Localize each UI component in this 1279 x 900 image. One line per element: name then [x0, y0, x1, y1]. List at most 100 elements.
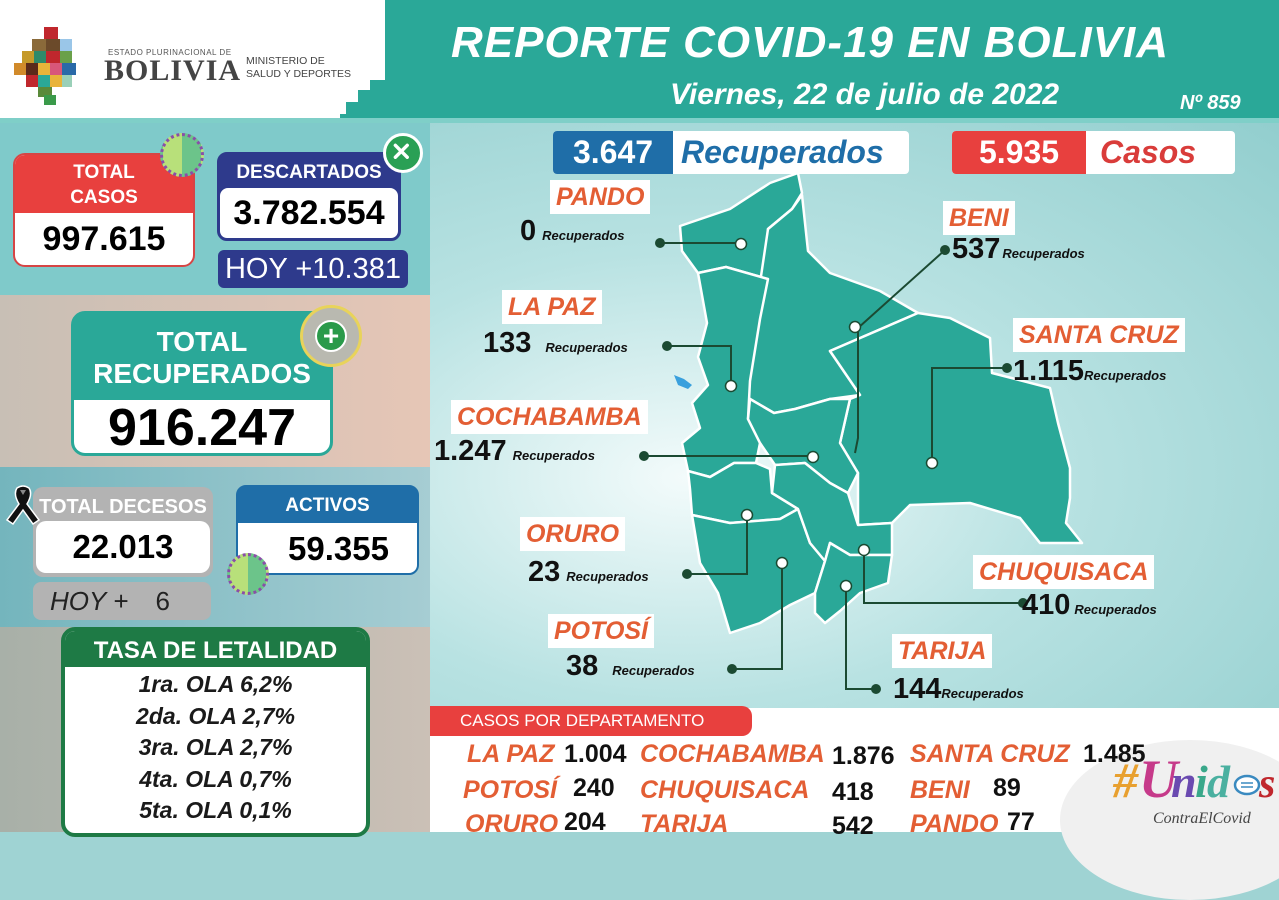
report-number: Nº 859	[1180, 92, 1241, 114]
cpd-value-santa-cruz: 1.485	[1083, 740, 1146, 768]
cpd-value-oruro: 204	[564, 808, 606, 836]
santa-cruz-marker	[925, 456, 939, 470]
map-label-beni: BENI	[943, 201, 1015, 235]
map-value-oruro: 23 Recuperados	[528, 556, 649, 589]
recuperados-suffix: Recuperados	[542, 228, 625, 243]
pando-recuperados-value: 0	[520, 215, 537, 247]
svg-text:n: n	[1171, 756, 1197, 807]
daily-recuperados-value: 3.647	[553, 131, 673, 174]
total-recuperados-label-2: RECUPERADOS	[93, 358, 311, 389]
tasa-letalidad-card: TASA DE LETALIDAD 1ra. OLA 6,2% 2da. OLA…	[61, 627, 370, 837]
daily-casos-value: 5.935	[952, 131, 1086, 174]
tasa-row: 4ta. OLA 0,7%	[139, 765, 292, 792]
total-casos-card: TOTAL CASOS 997.615	[13, 153, 195, 267]
oruro-recuperados-value: 23	[528, 556, 561, 588]
cochabamba-recuperados-value: 1.247	[434, 435, 507, 467]
chuquisaca-pointer-dot	[1018, 598, 1028, 608]
total-recuperados-value: 916.247	[74, 400, 330, 453]
cpd-value-tarija: 542	[832, 812, 874, 840]
cpd-name-la-paz: LA PAZ	[467, 740, 555, 768]
beni-marker	[848, 320, 862, 334]
map-label-tarija: TARIJA	[892, 634, 993, 668]
svg-text:U: U	[1139, 749, 1181, 809]
total-casos-label-1: TOTAL	[73, 162, 135, 183]
page-title: REPORTE COVID-19 EN BOLIVIA	[450, 18, 1170, 67]
daily-recuperados-badge: 3.647 Recuperados	[553, 131, 909, 174]
daily-casos-badge: 5.935 Casos	[952, 131, 1235, 174]
map-label-santa-cruz: SANTA CRUZ	[1013, 318, 1185, 352]
tasa-row: 3ra. OLA 2,7%	[138, 734, 293, 760]
map-value-tarija: 144Recuperados	[893, 673, 1024, 706]
recuperados-suffix: Recuperados	[941, 686, 1024, 701]
tarija-recuperados-value: 144	[893, 673, 942, 705]
recuperados-suffix: Recuperados	[512, 448, 595, 463]
bolivia-map	[639, 171, 1084, 694]
map-value-cochabamba: 1.247 Recuperados	[434, 435, 595, 468]
activos-card: ACTIVOS 59.355	[236, 485, 419, 575]
santa-cruz-recuperados-value: 1.115	[1013, 355, 1084, 387]
map-label-la-paz: LA PAZ	[502, 290, 602, 324]
recuperados-suffix: Recuperados	[612, 663, 695, 678]
logo-ministerio-text: MINISTERIO DE SALUD Y DEPORTES	[246, 55, 351, 81]
oruro-pointer-dot	[682, 569, 692, 579]
cpd-value-chuquisaca: 418	[832, 778, 874, 806]
total-casos-value: 997.615	[42, 220, 166, 258]
la-paz-pointer-dot	[662, 341, 672, 351]
daily-recuperados-label: Recuperados	[681, 134, 884, 170]
ministerio-line-2: SALUD Y DEPORTES	[246, 68, 352, 80]
beni-pointer-dot	[940, 245, 950, 255]
recuperados-suffix: Recuperados	[566, 569, 649, 584]
map-value-santa-cruz: 1.115Recuperados	[1013, 355, 1166, 388]
svg-text:s: s	[1258, 761, 1275, 807]
decesos-hoy-value: 6	[155, 586, 170, 616]
casos-por-departamento-title: CASOS POR DEPARTAMENTO	[430, 706, 752, 736]
plus-glyph: +	[315, 320, 347, 352]
descartados-card: DESCARTADOS 3.782.554	[217, 152, 401, 241]
map-label-potosi: POTOSÍ	[548, 614, 655, 648]
virus-icon	[227, 553, 269, 595]
virus-icon	[160, 133, 204, 177]
total-recuperados-card: TOTAL RECUPERADOS 916.247	[71, 311, 333, 456]
cpd-value-pando: 77	[1007, 808, 1035, 836]
logo-country-text: BOLIVIA	[104, 54, 242, 87]
cpd-name-oruro: ORURO	[465, 810, 559, 838]
santa-cruz-pointer-dot	[1002, 363, 1012, 373]
cpd-name-santa-cruz: SANTA CRUZ	[910, 740, 1070, 768]
cochabamba-pointer-dot	[639, 451, 649, 461]
cpd-name-pando: PANDO	[910, 810, 999, 838]
potosi-pointer-dot	[727, 664, 737, 674]
cpd-name-beni: BENI	[910, 776, 970, 804]
total-recuperados-label-1: TOTAL	[156, 326, 248, 357]
cpd-value-potosi: 240	[573, 774, 615, 802]
cochabamba-marker	[806, 450, 820, 464]
oruro-marker	[740, 508, 754, 522]
beni-recuperados-value: 537	[952, 233, 1001, 265]
map-label-cochabamba: COCHABAMBA	[451, 400, 648, 434]
cpd-value-la-paz: 1.004	[564, 740, 627, 768]
total-decesos-card: TOTAL DECESOS 22.013	[33, 487, 213, 577]
tasa-row: 2da. OLA 2,7%	[136, 702, 295, 729]
bolivia-emblem-icon	[14, 27, 76, 105]
pando-marker	[734, 237, 748, 251]
la-paz-marker	[724, 379, 738, 393]
svg-text:d: d	[1207, 756, 1231, 807]
descartados-hoy: HOY +10.381	[218, 250, 408, 288]
map-value-potosi: 38 Recuperados	[566, 650, 695, 683]
map-label-pando: PANDO	[550, 180, 651, 214]
tasa-letalidad-title: TASA DE LETALIDAD	[65, 631, 366, 667]
cpd-name-potosi: POTOSÍ	[463, 776, 558, 804]
daily-casos-label: Casos	[1100, 134, 1197, 170]
la-paz-recuperados-value: 133	[483, 327, 532, 359]
map-region-tarija	[813, 541, 894, 625]
cpd-value-beni: 89	[993, 774, 1021, 802]
map-label-chuquisaca: CHUQUISACA	[973, 555, 1155, 589]
unidos-contra-el-covid-logo: # U n i d s ContraElCovid	[1112, 749, 1275, 827]
cpd-name-tarija: TARIJA	[640, 810, 729, 838]
potosi-recuperados-value: 38	[566, 650, 599, 682]
total-decesos-label: TOTAL DECESOS	[39, 496, 207, 518]
svg-text:ContraElCovid: ContraElCovid	[1153, 810, 1252, 827]
chuquisaca-marker	[857, 543, 871, 557]
tarija-marker	[839, 579, 853, 593]
map-label-oruro: ORURO	[520, 517, 626, 551]
tasa-row: 1ra. OLA 6,2%	[138, 671, 293, 697]
